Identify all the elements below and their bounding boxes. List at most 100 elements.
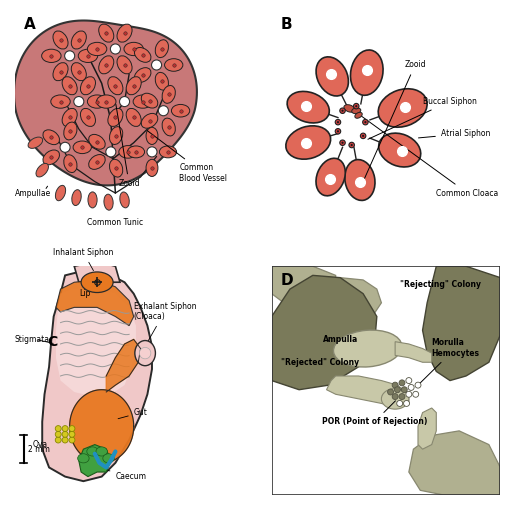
Ellipse shape (351, 108, 360, 114)
Polygon shape (74, 262, 120, 282)
Circle shape (353, 104, 358, 109)
Polygon shape (422, 266, 499, 381)
Ellipse shape (350, 50, 382, 95)
Ellipse shape (117, 56, 132, 74)
Circle shape (391, 393, 398, 399)
Ellipse shape (109, 127, 123, 144)
Text: Common Cloaca: Common Cloaca (355, 112, 498, 197)
Ellipse shape (80, 109, 95, 126)
Text: Ampullae: Ampullae (15, 188, 51, 197)
Circle shape (139, 347, 151, 359)
Ellipse shape (134, 340, 155, 366)
Ellipse shape (108, 77, 123, 95)
Ellipse shape (124, 42, 143, 56)
Circle shape (105, 147, 116, 157)
Ellipse shape (285, 126, 330, 159)
Circle shape (391, 382, 398, 388)
Circle shape (341, 141, 343, 144)
Circle shape (62, 437, 68, 443)
Circle shape (334, 129, 340, 134)
Circle shape (339, 140, 345, 145)
Circle shape (362, 119, 367, 125)
Text: Common Tunic: Common Tunic (87, 218, 143, 227)
Text: "Rejected" Colony: "Rejected" Colony (280, 358, 358, 367)
Ellipse shape (62, 77, 77, 95)
Text: Zooid: Zooid (116, 105, 139, 188)
Circle shape (350, 144, 352, 146)
Ellipse shape (126, 109, 141, 126)
Ellipse shape (51, 95, 70, 108)
Text: Gut: Gut (118, 408, 147, 419)
Ellipse shape (126, 77, 141, 95)
Ellipse shape (316, 158, 345, 196)
Text: "Rejecting" Colony: "Rejecting" Colony (399, 280, 480, 289)
Ellipse shape (99, 56, 114, 74)
Polygon shape (56, 287, 136, 396)
Ellipse shape (146, 127, 158, 144)
Ellipse shape (117, 24, 132, 42)
Circle shape (339, 108, 345, 114)
Ellipse shape (104, 194, 113, 210)
Circle shape (393, 387, 400, 393)
Ellipse shape (134, 47, 151, 62)
Ellipse shape (78, 49, 98, 63)
Circle shape (55, 431, 61, 437)
Ellipse shape (155, 72, 168, 90)
Text: C: C (47, 335, 57, 349)
Circle shape (151, 60, 161, 70)
Text: Inhalant Siphon: Inhalant Siphon (53, 248, 114, 271)
Ellipse shape (164, 59, 183, 71)
Circle shape (348, 142, 354, 148)
Ellipse shape (89, 134, 105, 149)
Circle shape (341, 110, 343, 112)
Circle shape (62, 426, 68, 432)
Text: Exhalant Siphon
(Cloaca): Exhalant Siphon (Cloaca) (133, 301, 196, 344)
Ellipse shape (162, 85, 175, 104)
Ellipse shape (80, 77, 95, 95)
Circle shape (403, 400, 409, 407)
Text: Ova: Ova (32, 440, 47, 449)
Circle shape (387, 389, 393, 395)
Circle shape (360, 133, 365, 138)
Ellipse shape (162, 118, 175, 136)
Ellipse shape (378, 89, 427, 127)
Ellipse shape (119, 145, 137, 158)
Circle shape (69, 426, 75, 432)
Circle shape (110, 44, 120, 54)
Text: Ampulla: Ampulla (322, 335, 357, 344)
Polygon shape (317, 278, 381, 321)
Circle shape (401, 387, 407, 393)
Circle shape (412, 391, 418, 397)
Circle shape (62, 431, 68, 437)
Circle shape (398, 380, 404, 386)
Ellipse shape (159, 146, 176, 158)
Ellipse shape (133, 95, 152, 108)
Text: Zooid: Zooid (363, 61, 425, 179)
Ellipse shape (141, 93, 157, 108)
Circle shape (119, 96, 129, 107)
Ellipse shape (141, 114, 157, 128)
Text: Buccal Siphon: Buccal Siphon (367, 97, 475, 139)
Ellipse shape (87, 447, 98, 456)
Circle shape (396, 400, 402, 407)
Circle shape (407, 384, 413, 390)
Ellipse shape (89, 155, 105, 169)
Ellipse shape (53, 31, 68, 49)
Ellipse shape (381, 388, 408, 409)
Ellipse shape (96, 95, 116, 108)
Ellipse shape (72, 190, 81, 206)
Ellipse shape (316, 57, 348, 96)
Circle shape (361, 135, 363, 137)
Ellipse shape (43, 130, 60, 144)
Text: A: A (24, 17, 36, 32)
Polygon shape (56, 280, 133, 326)
Circle shape (336, 130, 338, 132)
Polygon shape (42, 271, 152, 481)
Ellipse shape (108, 109, 123, 126)
Ellipse shape (36, 164, 48, 177)
Polygon shape (106, 339, 140, 392)
Ellipse shape (77, 453, 89, 463)
Polygon shape (408, 431, 499, 495)
Ellipse shape (103, 453, 114, 463)
Circle shape (158, 106, 168, 116)
